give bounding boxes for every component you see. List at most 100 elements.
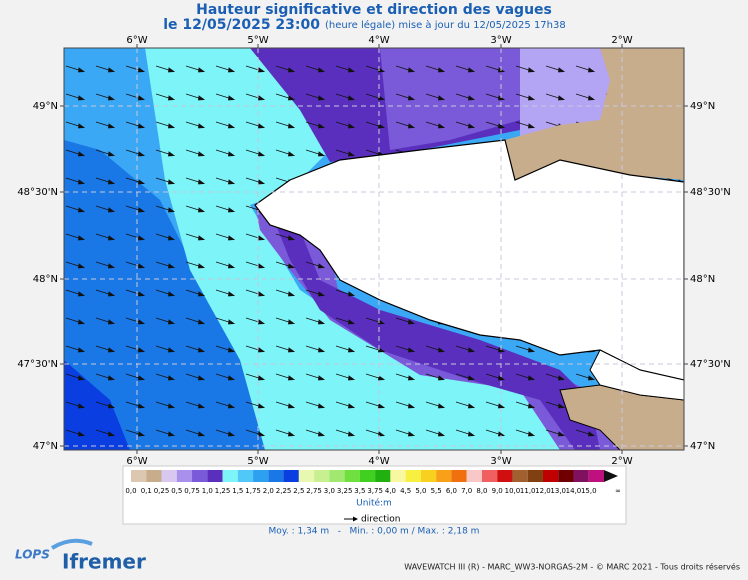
logo-ifremer: Ifremer bbox=[62, 550, 146, 574]
lon-label: 5°W bbox=[247, 456, 268, 467]
lon-label: 5°W bbox=[247, 35, 268, 46]
colorbar-label: 1,25 bbox=[215, 487, 231, 495]
colorbar-label: 5,5 bbox=[431, 487, 442, 495]
colorbar-swatch bbox=[268, 470, 284, 482]
lon-label: 4°W bbox=[368, 456, 389, 467]
lon-label: 2°W bbox=[611, 456, 632, 467]
colorbar-label: ∞ bbox=[615, 487, 621, 495]
colorbar-swatch bbox=[237, 470, 254, 482]
lat-label: 47°N bbox=[33, 441, 58, 452]
lat-label: 48°30'N bbox=[690, 187, 731, 198]
colorbar-swatch bbox=[405, 470, 421, 482]
direction-arrowhead bbox=[353, 516, 358, 522]
colorbar-label: 3,5 bbox=[354, 487, 365, 495]
colorbar-swatch bbox=[283, 470, 299, 482]
date: le 12/05/2025 23:00 bbox=[163, 17, 320, 33]
colorbar-swatch bbox=[161, 470, 177, 482]
colorbar-swatch bbox=[222, 470, 238, 482]
colorbar-swatch bbox=[176, 470, 193, 482]
colorbar-label: 3,0 bbox=[324, 487, 335, 495]
colorbar-label: 2,25 bbox=[276, 487, 292, 495]
lat-label: 49°N bbox=[33, 101, 58, 112]
colorbar-label: 15,0 bbox=[581, 487, 597, 495]
colorbar-swatch bbox=[146, 470, 162, 482]
colorbar-label: 8,0 bbox=[476, 487, 487, 495]
colorbar-label: 7,0 bbox=[461, 487, 472, 495]
colorbar-label: 1,0 bbox=[202, 487, 213, 495]
direction-label: direction bbox=[361, 515, 400, 525]
lon-label: 6°W bbox=[126, 456, 147, 467]
colorbar-swatch bbox=[436, 470, 452, 482]
colorbar-label: 0,75 bbox=[184, 487, 200, 495]
colorbar-label: 10,0 bbox=[505, 487, 521, 495]
colorbar-swatch bbox=[375, 470, 391, 482]
colorbar-swatch bbox=[542, 470, 559, 482]
lon-label: 3°W bbox=[490, 35, 511, 46]
colorbar-swatch bbox=[207, 470, 223, 482]
colorbar-label: 9,0 bbox=[492, 487, 503, 495]
colorbar-swatch bbox=[451, 470, 467, 482]
lon-label: 6°W bbox=[126, 35, 147, 46]
lat-label: 48°N bbox=[33, 274, 58, 285]
colorbar: 0,0 0,1 0,25 0,5 0,75 1,0 1,25 1,5 1,75 2,0 2,25 2,… bbox=[125, 470, 621, 495]
lat-label: 48°N bbox=[690, 274, 715, 285]
lat-label: 48°30'N bbox=[17, 187, 58, 198]
map-frame bbox=[63, 47, 685, 451]
colorbar-swatch bbox=[314, 470, 330, 482]
unit: Unité:m bbox=[356, 498, 392, 509]
colorbar-label: 0,5 bbox=[171, 487, 182, 495]
stats: Moy. : 1,34 m - Min. : 0,00 m / Max. : 2… bbox=[269, 527, 480, 537]
lon-label: 2°W bbox=[611, 35, 632, 46]
footer: WAVEWATCH III (R) - MARC_WW3-NORGAS-2M -… bbox=[404, 562, 740, 572]
colorbar-label: 0,1 bbox=[141, 487, 152, 495]
colorbar-swatch bbox=[344, 470, 360, 482]
colorbar-swatch bbox=[527, 470, 543, 482]
colorbar-swatch bbox=[131, 470, 147, 482]
lat-label: 47°30'N bbox=[690, 359, 731, 370]
colorbar-swatch bbox=[253, 470, 269, 482]
colorbar-label: 14,0 bbox=[566, 487, 582, 495]
colorbar-swatch bbox=[329, 470, 345, 482]
title: Hauteur significative et direction des v… bbox=[196, 2, 552, 18]
colorbar-arrow bbox=[604, 470, 618, 482]
colorbar-label: 3,75 bbox=[367, 487, 383, 495]
colorbar-label: 1,75 bbox=[245, 487, 261, 495]
colorbar-swatch bbox=[512, 470, 528, 482]
lat-label: 49°N bbox=[690, 101, 715, 112]
colorbar-label: 5,0 bbox=[415, 487, 426, 495]
colorbar-label: 13,0 bbox=[550, 487, 566, 495]
map bbox=[64, 48, 684, 450]
colorbar-swatch bbox=[481, 470, 498, 482]
lon-label: 3°W bbox=[490, 456, 511, 467]
colorbar-label: 1,5 bbox=[232, 487, 243, 495]
colorbar-label: 2,0 bbox=[263, 487, 274, 495]
colorbar-label: 2,5 bbox=[293, 487, 304, 495]
logo-lops: LOPS bbox=[15, 548, 50, 562]
colorbar-swatch bbox=[466, 470, 482, 482]
axes: 6°W 6°W 5°W 5°W 4°W 4°W 3°W 3°W 2°W 2°W 49°N 49°N 48… bbox=[17, 35, 730, 467]
colorbar-label: 12,0 bbox=[535, 487, 551, 495]
lat-label: 47°N bbox=[690, 441, 715, 452]
colorbar-label: 11,0 bbox=[520, 487, 536, 495]
lat-label: 47°30'N bbox=[17, 359, 58, 370]
colorbar-swatch bbox=[192, 470, 208, 482]
colorbar-label: 0,25 bbox=[154, 487, 170, 495]
colorbar-label: 4,5 bbox=[400, 487, 411, 495]
lon-label: 4°W bbox=[368, 35, 389, 46]
colorbar-label: 4,0 bbox=[385, 487, 396, 495]
colorbar-swatch bbox=[420, 470, 437, 482]
colorbar-label: 0,0 bbox=[125, 487, 136, 495]
colorbar-label: 3,25 bbox=[337, 487, 353, 495]
update: (heure légale) mise à jour du 12/05/2025… bbox=[325, 19, 566, 31]
logo-swoosh bbox=[50, 538, 93, 550]
colorbar-swatch bbox=[573, 470, 589, 482]
colorbar-swatch bbox=[390, 470, 406, 482]
colorbar-swatch bbox=[298, 470, 315, 482]
colorbar-swatch bbox=[588, 470, 604, 482]
colorbar-swatch bbox=[558, 470, 574, 482]
colorbar-swatch bbox=[497, 470, 513, 482]
colorbar-label: 6,0 bbox=[446, 487, 457, 495]
colorbar-label: 2,75 bbox=[306, 487, 322, 495]
